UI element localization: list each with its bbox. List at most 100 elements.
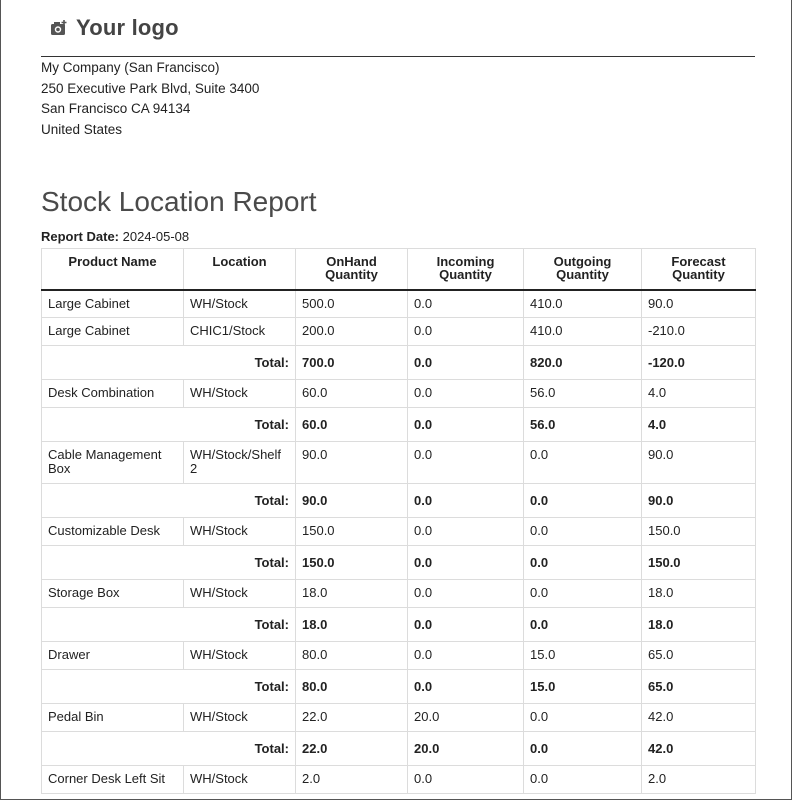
location-cell: WH/Stock bbox=[183, 289, 296, 318]
column-header: Location bbox=[183, 248, 296, 291]
outgoing-cell: 0.0 bbox=[523, 703, 642, 732]
total-row: Total: 60.0 0.0 56.0 4.0 bbox=[41, 407, 756, 442]
column-header-line: Quantity bbox=[672, 267, 725, 282]
total-label: Total: bbox=[41, 407, 296, 442]
outgoing-cell: 410.0 bbox=[523, 289, 642, 318]
total-outgoing-cell: 0.0 bbox=[523, 545, 642, 580]
column-header: Outgoing Quantity bbox=[523, 248, 642, 291]
outgoing-cell: 56.0 bbox=[523, 379, 642, 408]
forecast-cell: 18.0 bbox=[641, 579, 756, 608]
incoming-cell: 0.0 bbox=[407, 641, 524, 670]
total-onhand-cell: 80.0 bbox=[295, 669, 408, 704]
column-header: OnHand Quantity bbox=[295, 248, 408, 291]
total-row: Total: 80.0 0.0 15.0 65.0 bbox=[41, 669, 756, 704]
incoming-cell: 20.0 bbox=[407, 703, 524, 732]
location-cell: WH/Stock bbox=[183, 517, 296, 546]
table-body: Large Cabinet WH/Stock 500.0 0.0 410.0 90.0 La… bbox=[41, 289, 756, 794]
total-row: Total: 90.0 0.0 0.0 90.0 bbox=[41, 483, 756, 518]
forecast-cell: 65.0 bbox=[641, 641, 756, 670]
forecast-cell: 42.0 bbox=[641, 703, 756, 732]
product-cell: Large Cabinet bbox=[41, 317, 184, 346]
total-forecast-cell: 4.0 bbox=[641, 407, 756, 442]
outgoing-cell: 0.0 bbox=[523, 441, 642, 484]
address-line: My Company (San Francisco) bbox=[41, 60, 220, 75]
total-outgoing-cell: 820.0 bbox=[523, 345, 642, 380]
column-header-line: Quantity bbox=[556, 267, 609, 282]
total-incoming-cell: 0.0 bbox=[407, 483, 524, 518]
outgoing-cell: 0.0 bbox=[523, 579, 642, 608]
total-outgoing-cell: 0.0 bbox=[523, 483, 642, 518]
total-forecast-cell: 42.0 bbox=[641, 731, 756, 766]
forecast-cell: 2.0 bbox=[641, 765, 756, 794]
table-row: Pedal Bin WH/Stock 22.0 20.0 0.0 42.0 bbox=[41, 703, 756, 732]
product-cell: Drawer bbox=[41, 641, 184, 670]
incoming-cell: 0.0 bbox=[407, 517, 524, 546]
report-date-label: Report Date: bbox=[41, 229, 120, 244]
forecast-cell: 90.0 bbox=[641, 441, 756, 484]
onhand-cell: 200.0 bbox=[295, 317, 408, 346]
total-onhand-cell: 22.0 bbox=[295, 731, 408, 766]
total-onhand-cell: 60.0 bbox=[295, 407, 408, 442]
product-cell: Corner Desk Left Sit bbox=[41, 765, 184, 794]
address-line: United States bbox=[41, 121, 123, 137]
location-cell: WH/Stock bbox=[183, 765, 296, 794]
column-header-line: Forecast bbox=[671, 254, 726, 269]
location-cell: WH/Stock/Shelf 2 bbox=[183, 441, 296, 484]
column-header: Product Name bbox=[41, 248, 184, 291]
column-header-line: Quantity bbox=[325, 267, 378, 282]
incoming-cell: 0.0 bbox=[407, 317, 524, 346]
total-row: Total: 22.0 20.0 0.0 42.0 bbox=[41, 731, 756, 766]
report-header: Your logo My Company (San Francisco) 250… bbox=[41, 0, 755, 140]
location-cell: WH/Stock bbox=[183, 641, 296, 670]
table-row: Storage Box WH/Stock 18.0 0.0 0.0 18.0 bbox=[41, 579, 756, 608]
incoming-cell: 0.0 bbox=[407, 289, 524, 318]
total-row: Total: 150.0 0.0 0.0 150.0 bbox=[41, 545, 756, 580]
table-row: Corner Desk Left Sit WH/Stock 2.0 0.0 0.0 2.0 bbox=[41, 765, 756, 794]
column-header: Incoming Quantity bbox=[407, 248, 524, 291]
total-row: Total: 18.0 0.0 0.0 18.0 bbox=[41, 607, 756, 642]
product-cell: Cable Management Box bbox=[41, 441, 184, 484]
onhand-cell: 500.0 bbox=[295, 289, 408, 318]
onhand-cell: 60.0 bbox=[295, 379, 408, 408]
table-row: Customizable Desk WH/Stock 150.0 0.0 0.0 150.… bbox=[41, 517, 756, 546]
total-onhand-cell: 150.0 bbox=[295, 545, 408, 580]
total-onhand-cell: 700.0 bbox=[295, 345, 408, 380]
product-cell: Large Cabinet bbox=[41, 289, 184, 318]
incoming-cell: 0.0 bbox=[407, 765, 524, 794]
total-label: Total: bbox=[41, 607, 296, 642]
total-onhand-cell: 18.0 bbox=[295, 607, 408, 642]
product-cell: Storage Box bbox=[41, 579, 184, 608]
outgoing-cell: 0.0 bbox=[523, 517, 642, 546]
onhand-cell: 22.0 bbox=[295, 703, 408, 732]
table-header-row: Product Name Location OnHand Quantity Incomi… bbox=[41, 248, 756, 291]
stock-table: Product Name Location OnHand Quantity Incomi… bbox=[41, 248, 756, 794]
incoming-cell: 0.0 bbox=[407, 379, 524, 408]
table-row: Large Cabinet WH/Stock 500.0 0.0 410.0 90.0 bbox=[41, 289, 756, 318]
total-forecast-cell: -120.0 bbox=[641, 345, 756, 380]
total-incoming-cell: 20.0 bbox=[407, 731, 524, 766]
camera-icon bbox=[51, 20, 67, 35]
total-label: Total: bbox=[41, 483, 296, 518]
table-row: Large Cabinet CHIC1/Stock 200.0 0.0 410.0 -21… bbox=[41, 317, 756, 346]
onhand-cell: 2.0 bbox=[295, 765, 408, 794]
incoming-cell: 0.0 bbox=[407, 441, 524, 484]
forecast-cell: 150.0 bbox=[641, 517, 756, 546]
address-line: 250 Executive Park Blvd, Suite 3400 bbox=[41, 80, 260, 96]
column-header-line: Outgoing bbox=[553, 254, 612, 269]
location-cell: WH/Stock bbox=[183, 579, 296, 608]
column-header-line: Quantity bbox=[439, 267, 492, 282]
total-forecast-cell: 18.0 bbox=[641, 607, 756, 642]
total-label: Total: bbox=[41, 669, 296, 704]
incoming-cell: 0.0 bbox=[407, 579, 524, 608]
location-cell: WH/Stock bbox=[183, 703, 296, 732]
total-incoming-cell: 0.0 bbox=[407, 669, 524, 704]
total-label: Total: bbox=[41, 731, 296, 766]
total-forecast-cell: 90.0 bbox=[641, 483, 756, 518]
total-forecast-cell: 65.0 bbox=[641, 669, 756, 704]
total-label: Total: bbox=[41, 345, 296, 380]
onhand-cell: 90.0 bbox=[295, 441, 408, 484]
total-incoming-cell: 0.0 bbox=[407, 407, 524, 442]
report-date: Report Date: 2024-05-08 bbox=[41, 229, 189, 244]
product-cell: Pedal Bin bbox=[41, 703, 184, 732]
outgoing-cell: 410.0 bbox=[523, 317, 642, 346]
